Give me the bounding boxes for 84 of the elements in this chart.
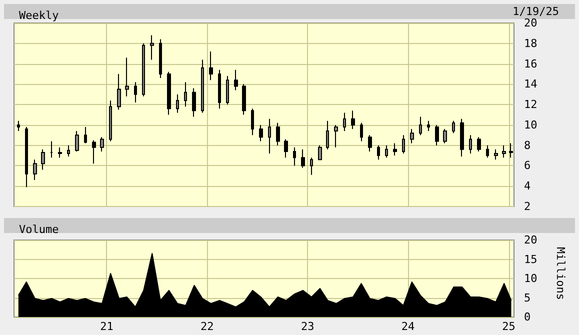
candlestick (502, 144, 506, 158)
candlestick (402, 134, 405, 154)
candlestick (218, 69, 221, 110)
candlestick (385, 144, 388, 158)
y-tick-label: 8 (524, 138, 531, 152)
x-tick-label: 21 (100, 320, 114, 333)
candlestick (25, 126, 28, 188)
y-tick-label: 5 (524, 291, 531, 304)
candlestick (159, 38, 162, 79)
candlestick (326, 120, 329, 150)
candlestick (92, 140, 96, 164)
candlestick (109, 100, 112, 142)
y-tick-label: 15 (524, 252, 538, 266)
y-tick-label: 4 (524, 180, 531, 193)
x-tick-label: 25 (502, 320, 516, 333)
candlestick (259, 124, 263, 142)
candlestick (184, 82, 187, 108)
candlestick (33, 159, 37, 180)
candlestick (134, 82, 137, 104)
candlestick (452, 120, 455, 134)
y-axis-title: Millions (554, 247, 567, 300)
candlestick (276, 122, 280, 146)
candlestick (167, 71, 171, 116)
candlestick (368, 134, 372, 152)
candlestick (201, 59, 204, 114)
candlestick (410, 128, 414, 144)
candlestick (17, 120, 20, 132)
candlestick (58, 146, 62, 158)
candlestick (284, 138, 288, 158)
candlestick (435, 124, 439, 146)
chart-title: Weekly (19, 9, 60, 22)
candlestick (234, 69, 238, 91)
candlestick (75, 130, 79, 152)
y-tick-label: 12 (524, 98, 538, 112)
y-tick-label: 10 (524, 118, 538, 132)
x-tick-label: 22 (200, 320, 214, 333)
candlestick (469, 134, 472, 154)
candlestick (343, 112, 346, 132)
candlestick (377, 144, 380, 160)
candlestick (117, 73, 121, 110)
candlestick (494, 148, 498, 160)
candlestick (242, 84, 246, 116)
candlestick (393, 142, 397, 156)
candlestick (100, 136, 104, 152)
text: 1/19/25 (512, 5, 559, 18)
candlestick (251, 108, 254, 136)
candlestick (486, 144, 489, 158)
candlestick (477, 136, 481, 152)
candlestick (84, 126, 87, 144)
y-tick-label: 6 (524, 159, 531, 172)
candlestick (41, 148, 45, 170)
candlestick (334, 124, 338, 148)
y-tick-label: 10 (524, 272, 538, 285)
x-tick-label: 24 (401, 320, 416, 333)
candlestick (443, 128, 447, 144)
candlestick (268, 118, 271, 154)
candlestick (351, 110, 355, 130)
candlestick (460, 118, 464, 158)
candlestick (50, 140, 53, 158)
candlestick (176, 94, 179, 114)
candlestick (310, 157, 313, 176)
candlestick (67, 144, 70, 158)
candlestick (142, 42, 145, 97)
candlestick (125, 57, 129, 97)
candlestick (209, 51, 213, 81)
x-tick-label: 23 (300, 320, 314, 333)
y-tick-label: 20 (524, 234, 538, 246)
candlestick (301, 148, 305, 168)
candlestick (419, 116, 422, 136)
y-tick-label: 16 (524, 57, 538, 70)
y-tick-label: 2 (524, 200, 531, 213)
candlestick (150, 34, 154, 60)
y-tick-label: 0 (524, 310, 531, 324)
candlestick (509, 142, 513, 158)
candlestick (360, 122, 363, 142)
candlestick (293, 146, 296, 166)
y-tick-label: 18 (524, 36, 538, 50)
candlestick (427, 120, 430, 132)
chart-title: Volume (19, 223, 59, 236)
candlestick (226, 76, 229, 106)
candlestick (318, 144, 322, 160)
candlestick (192, 88, 196, 118)
y-tick-label: 20 (524, 16, 538, 30)
y-tick-label: 14 (524, 78, 538, 91)
